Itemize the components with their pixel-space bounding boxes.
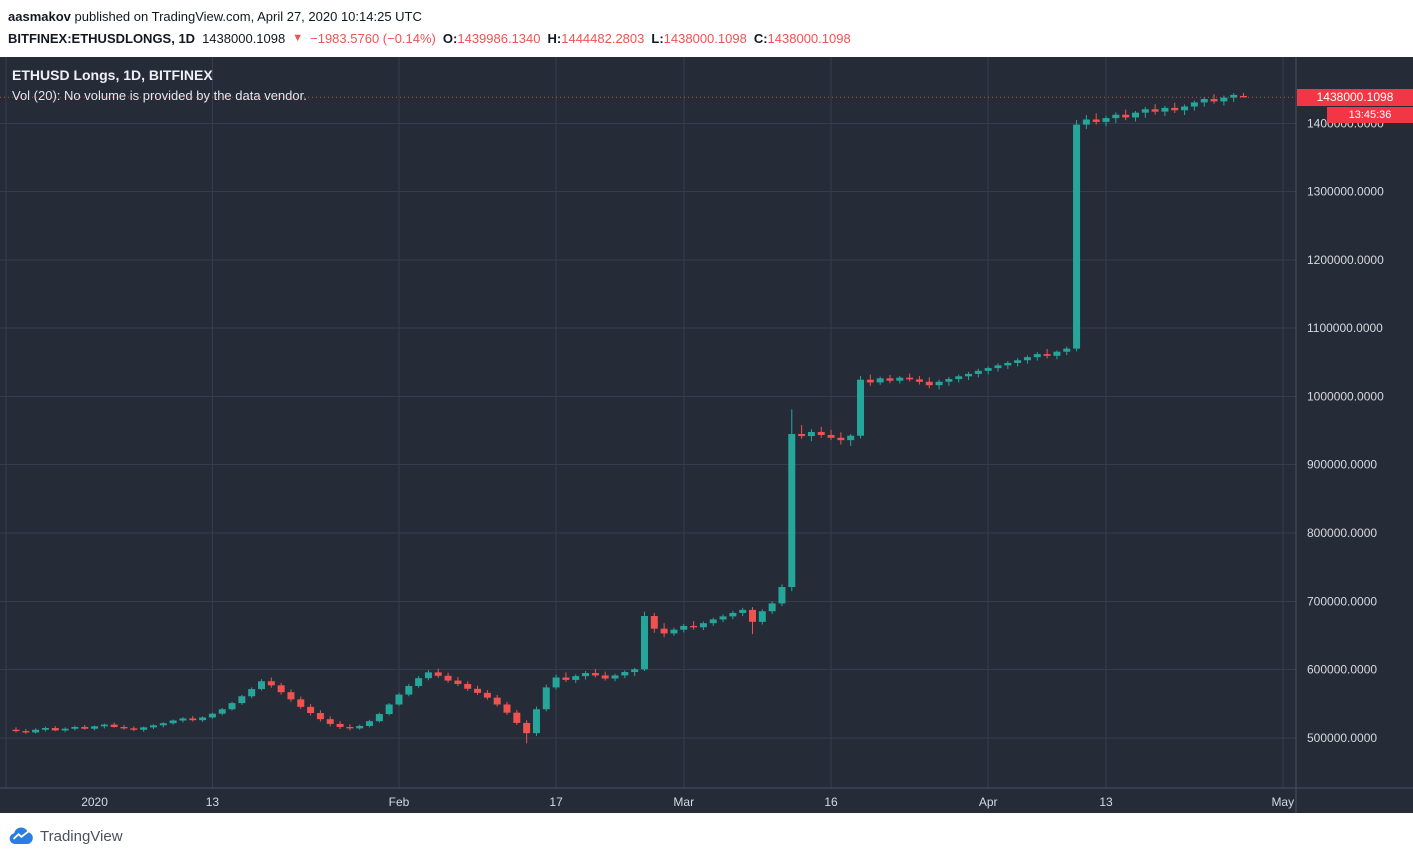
publish-header: aasmakov published on TradingView.com, A…	[0, 0, 1413, 57]
svg-text:700000.0000: 700000.0000	[1307, 594, 1377, 608]
header-last-price: 1438000.1098	[202, 31, 286, 46]
grid-lines	[0, 57, 1296, 788]
svg-text:Apr: Apr	[979, 795, 998, 809]
open-value: O:1439986.1340	[442, 31, 541, 46]
svg-text:13: 13	[206, 795, 220, 809]
svg-text:1200000.0000: 1200000.0000	[1307, 253, 1384, 267]
svg-text:1300000.0000: 1300000.0000	[1307, 185, 1384, 199]
price-change: −1983.5760 (−0.14%)	[310, 31, 436, 46]
brand-name[interactable]: TradingView	[40, 828, 123, 845]
axis-borders	[0, 57, 1413, 813]
price-axis-labels: 1400000.00001300000.00001200000.00001100…	[1307, 116, 1384, 745]
svg-text:900000.0000: 900000.0000	[1307, 458, 1377, 472]
candles	[12, 92, 1247, 744]
tradingview-logo-icon[interactable]	[8, 827, 34, 846]
symbol-title: BITFINEX:ETHUSDLONGS, 1D	[8, 31, 196, 46]
svg-text:600000.0000: 600000.0000	[1307, 663, 1377, 677]
candlestick-chart[interactable]: 1400000.00001300000.00001200000.00001100…	[0, 57, 1413, 813]
low-value: L:1438000.1098	[651, 31, 747, 46]
legend-volume-note[interactable]: Vol (20): No volume is provided by the d…	[12, 88, 307, 103]
author-name: aasmakov	[8, 9, 71, 24]
svg-text:17: 17	[549, 795, 563, 809]
close-value: C:1438000.1098	[753, 31, 851, 46]
footer: TradingView	[0, 813, 1413, 860]
last-price-badge: 1438000.1098	[1297, 88, 1413, 106]
svg-text:1000000.0000: 1000000.0000	[1307, 389, 1384, 403]
svg-text:13: 13	[1099, 795, 1113, 809]
svg-text:1100000.0000: 1100000.0000	[1307, 321, 1383, 335]
svg-text:May: May	[1271, 795, 1294, 809]
svg-text:Mar: Mar	[673, 795, 694, 809]
svg-text:Feb: Feb	[389, 795, 410, 809]
svg-text:16: 16	[824, 795, 838, 809]
high-value: H:1444482.2803	[547, 31, 645, 46]
legend-symbol[interactable]: ETHUSD Longs, 1D, BITFINEX	[12, 67, 213, 83]
chart-legend: ETHUSD Longs, 1D, BITFINEX Vol (20): No …	[12, 66, 307, 106]
svg-text:800000.0000: 800000.0000	[1307, 526, 1377, 540]
published-note: published on TradingView.com, April 27, …	[70, 9, 422, 24]
down-arrow-icon: ▼	[292, 32, 304, 44]
publish-info: aasmakov published on TradingView.com, A…	[8, 7, 1413, 26]
bar-countdown-badge: 13:45:36	[1327, 106, 1413, 123]
svg-text:500000.0000: 500000.0000	[1307, 731, 1377, 745]
svg-text:2020: 2020	[81, 795, 108, 809]
symbol-ohlc-row: BITFINEX:ETHUSDLONGS, 1D 1438000.1098 ▼ …	[8, 28, 1413, 49]
chart-area[interactable]: 1400000.0000 1300000.0000 1200000.0000 1100…	[0, 57, 1413, 813]
time-axis-labels: 2020 13 Feb 17 Mar 16 Apr 13 May	[81, 795, 1294, 809]
